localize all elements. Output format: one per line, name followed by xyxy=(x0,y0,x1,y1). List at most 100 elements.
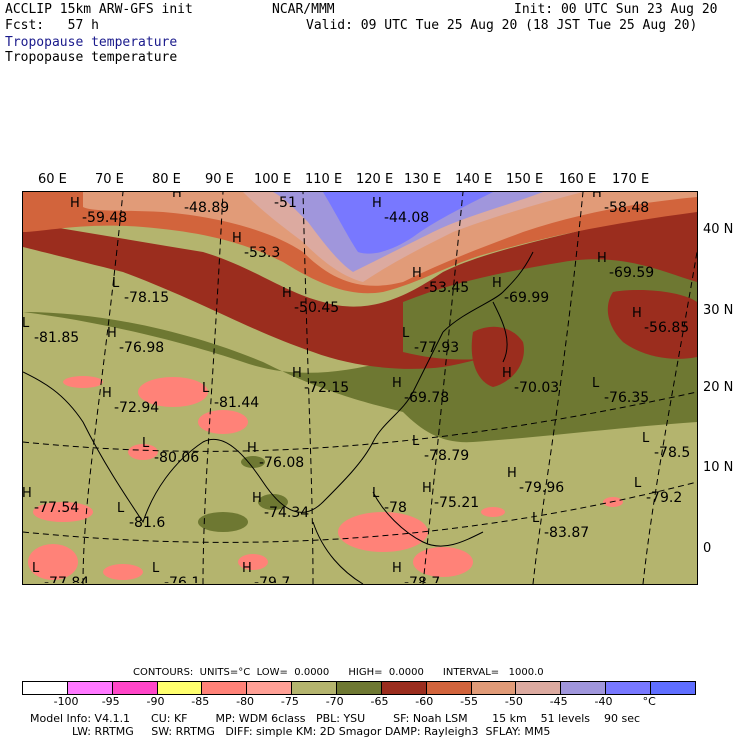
lat-label: 10 N xyxy=(703,460,734,475)
patches-minus80 xyxy=(28,376,623,580)
lon-label: 90 E xyxy=(205,172,234,187)
extremum-value: -74.34 xyxy=(264,505,310,521)
low-marker: L xyxy=(117,501,125,516)
extremum-value: -48.89 xyxy=(184,200,230,216)
extremum-value: -81.6 xyxy=(129,515,166,531)
high-marker: H xyxy=(292,366,302,381)
organization: NCAR/MMM xyxy=(272,2,335,17)
extremum-value: -80.06 xyxy=(154,450,200,466)
model-title: ACCLIP 15km ARW-GFS init xyxy=(5,2,193,17)
extremum-value: -70.03 xyxy=(514,380,560,396)
extremum-value: -58.48 xyxy=(604,200,650,216)
model-info-line1: Model Info: V4.1.1 CU: KF MP: WDM 6class… xyxy=(30,712,641,725)
field-name-shaded: Tropopause temperature xyxy=(5,35,178,50)
low-marker: L xyxy=(32,561,40,576)
band-minus40 xyxy=(323,192,493,254)
extremum-value: -76.98 xyxy=(119,340,165,356)
extrema-layer: H-59.48H-48.89H-51H-44.08H-58.48H-53.3H-… xyxy=(22,191,696,583)
patch-japan xyxy=(471,326,524,387)
high-marker: H xyxy=(102,386,112,401)
lon-label: 160 E xyxy=(559,172,597,187)
colorbar-label: °C xyxy=(642,695,656,708)
colorbar-label: -75 xyxy=(280,695,299,708)
init-time: Init: 00 UTC Sun 23 Aug 20 xyxy=(514,2,718,17)
colorbar-swatch xyxy=(606,682,652,694)
lat-label: 20 N xyxy=(703,380,734,395)
lon-label: 60 E xyxy=(38,172,67,187)
colorbar-label: -65 xyxy=(370,695,389,708)
colorbar-swatch xyxy=(516,682,562,694)
extremum-value: -69.99 xyxy=(504,290,550,306)
high-marker: H xyxy=(592,191,602,201)
colorbar-label: -85 xyxy=(191,695,210,708)
colorbar-swatch xyxy=(247,682,293,694)
coastlines xyxy=(23,251,534,584)
high-marker: H xyxy=(70,196,80,211)
high-marker: H xyxy=(392,561,402,576)
lon-label: 120 E xyxy=(356,172,394,187)
high-marker: H xyxy=(262,191,272,196)
colorbar xyxy=(22,681,696,695)
map-svg xyxy=(23,192,697,584)
lat-label: 30 N xyxy=(703,303,734,318)
colorbar-swatch xyxy=(337,682,382,694)
extremum-value: -78.5 xyxy=(654,445,691,461)
low-marker: L xyxy=(152,561,160,576)
colorbar-swatch xyxy=(67,682,113,694)
high-marker: H xyxy=(502,366,512,381)
extremum-value: -59.48 xyxy=(82,210,128,226)
low-marker: L xyxy=(634,476,642,491)
extremum-value: -75.21 xyxy=(434,495,480,511)
graticule xyxy=(23,192,697,584)
extremum-value: -77.93 xyxy=(414,340,460,356)
lat-label: 40 N xyxy=(703,222,734,237)
low-marker: L xyxy=(22,316,30,331)
colorbar-swatch xyxy=(112,682,158,694)
low-marker: L xyxy=(402,326,410,341)
colorbar-label: -40 xyxy=(594,695,613,708)
extremum-value: -72.94 xyxy=(114,400,160,416)
extremum-value: -77.54 xyxy=(34,500,80,516)
lon-label: 140 E xyxy=(455,172,493,187)
high-marker: H xyxy=(107,326,117,341)
lon-label: 110 E xyxy=(305,172,343,187)
colorbar-label: -80 xyxy=(236,695,255,708)
high-marker: H xyxy=(372,196,382,211)
colorbar-swatch xyxy=(426,682,472,694)
extremum-value: -78 xyxy=(384,500,407,516)
extremum-value: -81.85 xyxy=(34,330,80,346)
high-marker: H xyxy=(507,466,517,481)
high-marker: H xyxy=(492,276,502,291)
high-marker: H xyxy=(232,231,242,246)
patch-pacific xyxy=(607,290,697,359)
colorbar-swatch xyxy=(202,682,248,694)
extremum-value: -78.79 xyxy=(424,448,470,464)
low-marker: L xyxy=(592,376,600,391)
field-name-contour: Tropopause temperature xyxy=(5,50,178,65)
contour-info: CONTOURS: UNITS=°C LOW= 0.0000 HIGH= 0.0… xyxy=(133,667,544,678)
extremum-value: -83.87 xyxy=(544,525,590,541)
colorbar-swatch xyxy=(651,682,695,694)
extremum-value: -53.3 xyxy=(244,245,281,261)
colorbar-swatch xyxy=(561,682,607,694)
extremum-value: -78.15 xyxy=(124,290,170,306)
extremum-value: -78.7 xyxy=(404,575,441,583)
colorbar-swatch xyxy=(157,682,203,694)
lon-label: 70 E xyxy=(95,172,124,187)
extremum-value: -69.78 xyxy=(404,390,450,406)
colorbar-label: -70 xyxy=(325,695,344,708)
high-marker: H xyxy=(412,266,422,281)
colorbar-swatch xyxy=(292,682,338,694)
valid-time: Valid: 09 UTC Tue 25 Aug 20 (18 JST Tue … xyxy=(306,18,698,33)
colorbar-swatch xyxy=(381,682,427,694)
colorbar-swatch xyxy=(23,682,68,694)
lon-label: 130 E xyxy=(404,172,442,187)
extremum-value: -79.7 xyxy=(254,575,291,583)
extremum-value: -76.35 xyxy=(604,390,650,406)
forecast-hour: Fcst: 57 h xyxy=(5,18,99,33)
low-marker: L xyxy=(532,511,540,526)
high-marker: H xyxy=(282,286,292,301)
patches-minus70 xyxy=(198,456,288,532)
low-marker: L xyxy=(112,276,120,291)
low-marker: L xyxy=(642,431,650,446)
